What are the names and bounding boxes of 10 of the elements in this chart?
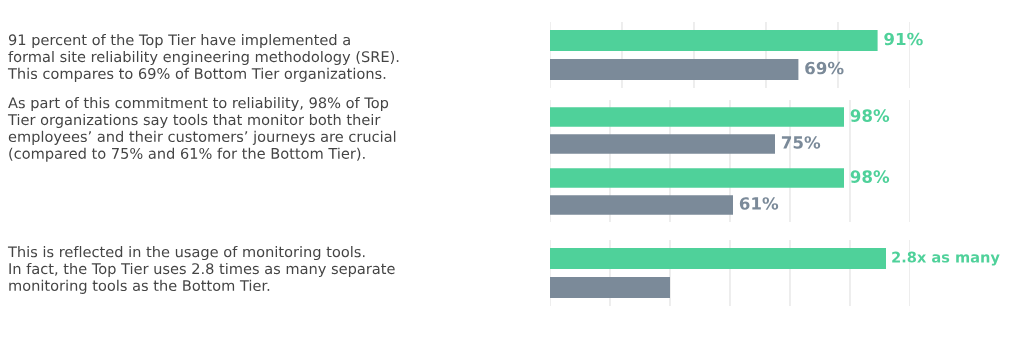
data-label: 75% bbox=[781, 136, 821, 149]
text: This is reflected in the usage of monitoring tools. In fact, the Top Tier uses 2.8 times as many separate monitoring tools as the Bottom Tier. bbox=[7, 246, 395, 294]
data-label: 2.8x as many bbox=[892, 251, 1000, 266]
data-label: 69% bbox=[805, 61, 844, 75]
text: 91 percent of the Top Tier have implemented a formal site reliability engineering methodology (SRE). This compares to 69% of Bottom Tier organizations. bbox=[7, 34, 399, 82]
text: As part of this commitment to reliability, 98% of Top Tier organizations say tools that monitor both their employees’ and their customers’ journeys are crucial (compared to 75% and 61% for the Bottom Tier). bbox=[7, 97, 396, 162]
data-label: 98% bbox=[850, 109, 890, 122]
data-label: 61% bbox=[739, 197, 779, 210]
data-label: 98% bbox=[850, 170, 890, 183]
data-label: 91% bbox=[884, 32, 923, 46]
